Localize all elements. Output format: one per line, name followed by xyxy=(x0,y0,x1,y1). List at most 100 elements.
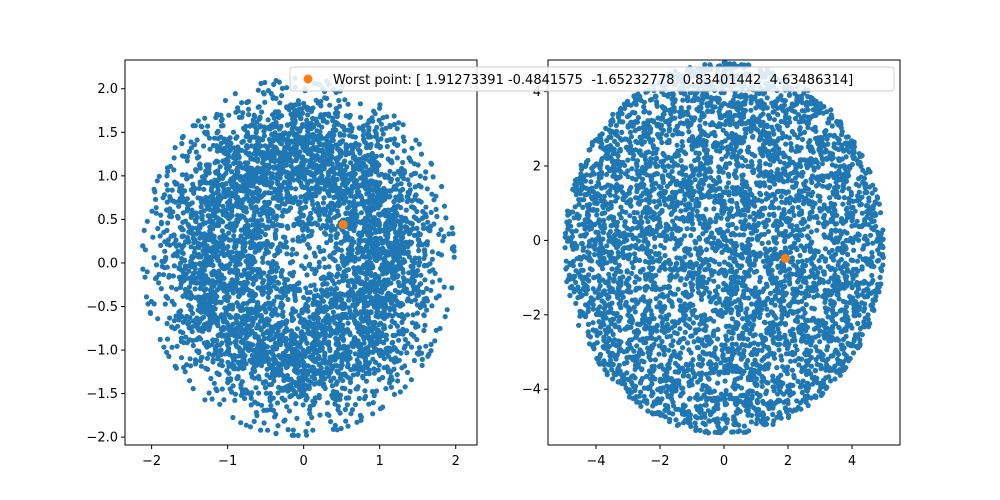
left-scatter-point xyxy=(384,346,390,352)
left-scatter-point xyxy=(242,353,248,359)
left-scatter-point xyxy=(282,276,288,283)
left-scatter-point xyxy=(259,109,265,115)
left-scatter-point xyxy=(244,341,250,347)
left-scatter-point xyxy=(337,103,343,109)
left-scatter-point xyxy=(214,130,220,136)
left-scatter-point xyxy=(297,149,303,155)
left-scatter-point xyxy=(214,293,220,300)
left-scatter-point xyxy=(232,156,239,162)
left-scatter-point xyxy=(225,380,231,386)
left-scatter-point xyxy=(201,287,207,293)
left-scatter-point xyxy=(201,233,207,239)
left-scatter-point xyxy=(185,222,191,228)
left-scatter-point xyxy=(336,189,342,196)
left-scatter-point xyxy=(332,287,338,293)
left-scatter-point xyxy=(229,302,236,308)
left-scatter-point xyxy=(234,315,240,321)
left-scatter-point xyxy=(171,240,177,247)
left-scatter-point xyxy=(310,140,316,146)
left-scatter-point xyxy=(223,338,230,344)
left-scatter-point xyxy=(151,186,157,192)
left-scatter-point xyxy=(335,340,341,346)
left-scatter-point xyxy=(234,334,240,340)
left-scatter-point xyxy=(190,310,196,316)
left-scatter-point xyxy=(346,293,352,300)
left-scatter-point xyxy=(263,330,269,336)
left-scatter-point xyxy=(310,134,317,140)
left-scatter-point xyxy=(343,195,349,201)
left-scatter-point xyxy=(276,364,282,370)
left-scatter-point xyxy=(275,179,281,185)
left-scatter-point xyxy=(300,378,306,384)
left-scatter-point xyxy=(395,266,401,272)
left-scatter-point xyxy=(375,314,381,320)
left-scatter-point xyxy=(221,281,227,287)
left-scatter-point xyxy=(204,355,210,361)
left-scatter-point xyxy=(330,127,336,133)
left-scatter-point xyxy=(361,262,367,268)
left-scatter-point xyxy=(279,113,285,119)
left-scatter-point xyxy=(346,210,352,216)
left-scatter-point xyxy=(376,212,382,218)
left-scatter-point xyxy=(293,251,300,257)
left-scatter-point xyxy=(274,158,280,164)
left-scatter-point xyxy=(349,256,355,262)
left-scatter-point xyxy=(229,169,235,175)
left-scatter-point xyxy=(284,372,291,379)
left-scatter-point xyxy=(300,110,306,116)
left-scatter-point xyxy=(162,257,168,263)
left-scatter-point xyxy=(404,312,411,318)
left-scatter-point xyxy=(331,250,337,256)
left-scatter-point xyxy=(271,154,277,160)
left-scatter-point xyxy=(328,131,334,137)
left-scatter-point xyxy=(337,396,343,402)
left-scatter-point xyxy=(324,287,330,293)
left-scatter-point xyxy=(207,224,213,230)
left-scatter-point xyxy=(333,233,339,239)
left-scatter-point xyxy=(324,240,330,246)
left-scatter-point xyxy=(169,284,175,290)
left-scatter-point xyxy=(289,126,295,132)
left-scatter-point xyxy=(299,329,305,335)
left-scatter-point xyxy=(277,223,283,229)
left-scatter-point xyxy=(380,115,386,121)
left-scatter-point xyxy=(225,158,231,164)
left-scatter-point xyxy=(255,198,261,204)
left-scatter-point xyxy=(285,182,291,188)
left-scatter-point xyxy=(282,397,288,403)
left-scatter-point xyxy=(339,371,345,377)
left-scatter-point xyxy=(380,404,386,410)
left-scatter-point xyxy=(276,109,282,115)
left-scatter-point xyxy=(224,265,230,271)
left-scatter-point xyxy=(312,395,318,401)
left-scatter-point xyxy=(381,258,387,264)
left-scatter-point xyxy=(204,196,210,202)
left-scatter-point xyxy=(319,162,325,168)
left-scatter-point xyxy=(280,234,287,240)
left-scatter-point xyxy=(153,262,160,268)
left-scatter-point xyxy=(301,135,307,141)
left-scatter-point xyxy=(358,309,364,315)
left-scatter-point xyxy=(304,226,310,232)
left-scatter-point xyxy=(429,256,435,262)
left-scatter-point xyxy=(272,235,279,241)
left-scatter-point xyxy=(370,187,376,193)
left-scatter-point xyxy=(247,177,253,183)
left-scatter-point xyxy=(257,361,263,367)
left-scatter-point xyxy=(324,158,330,164)
left-scatter-point xyxy=(404,241,410,248)
left-scatter-point xyxy=(422,277,428,283)
left-scatter-point xyxy=(428,223,434,229)
left-scatter-point xyxy=(362,139,368,145)
left-scatter-point xyxy=(147,310,154,316)
left-scatter-point xyxy=(274,175,280,181)
left-scatter-point xyxy=(387,122,393,129)
left-scatter-point xyxy=(284,251,290,257)
left-scatter-point xyxy=(314,350,320,356)
left-scatter-point xyxy=(180,233,186,239)
left-scatter-point xyxy=(242,149,249,155)
left-scatter-point xyxy=(214,248,220,254)
left-scatter-point xyxy=(278,141,284,147)
left-scatter-point xyxy=(232,391,239,397)
left-scatter-point xyxy=(211,283,217,289)
